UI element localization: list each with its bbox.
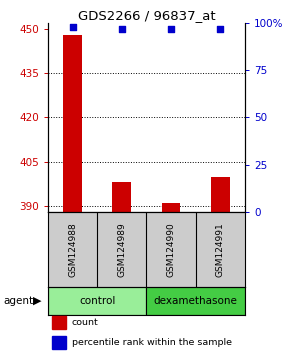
Title: GDS2266 / 96837_at: GDS2266 / 96837_at: [78, 9, 215, 22]
Point: [169, 26, 173, 32]
Bar: [162, 203, 180, 212]
Text: GSM124988: GSM124988: [68, 222, 77, 277]
Text: dexamethasone: dexamethasone: [154, 296, 238, 306]
Text: GSM124989: GSM124989: [117, 222, 126, 277]
Bar: [63, 35, 82, 212]
Text: ▶: ▶: [33, 296, 42, 306]
Bar: [146, 287, 245, 315]
Bar: [211, 177, 230, 212]
Point: [70, 24, 75, 30]
Point: [218, 26, 223, 32]
Bar: [48, 287, 146, 315]
Text: control: control: [79, 296, 115, 306]
Point: [119, 26, 124, 32]
Text: agent: agent: [3, 296, 33, 306]
Text: percentile rank within the sample: percentile rank within the sample: [72, 338, 231, 347]
Bar: [113, 182, 131, 212]
Text: GSM124991: GSM124991: [216, 222, 225, 277]
Bar: [52, 336, 66, 349]
Text: count: count: [72, 318, 98, 327]
Text: GSM124990: GSM124990: [166, 222, 176, 277]
Bar: [52, 316, 66, 329]
